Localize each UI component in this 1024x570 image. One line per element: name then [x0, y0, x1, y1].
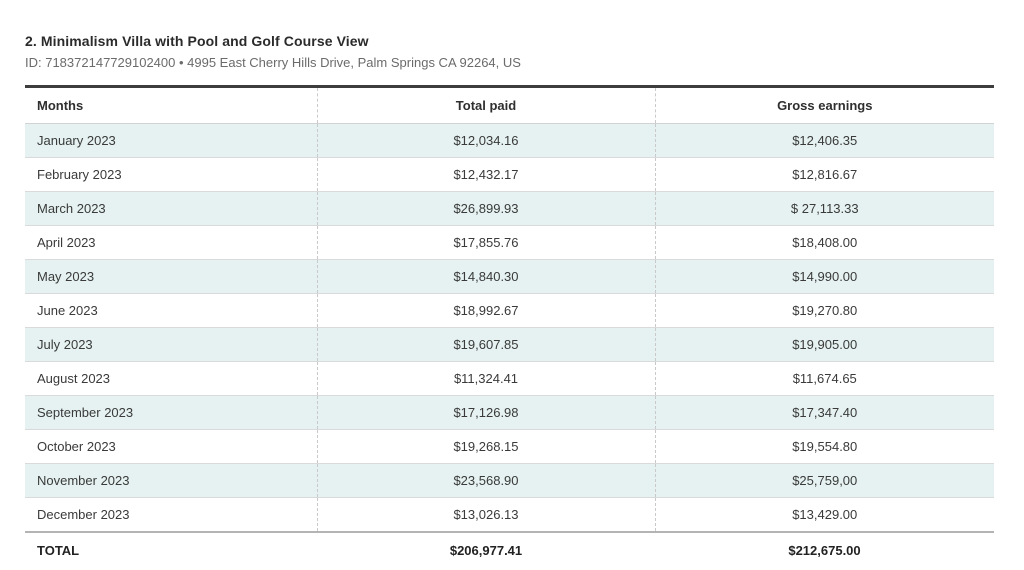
- month-cell: May 2023: [25, 259, 317, 294]
- column-header-total-paid: Total paid: [316, 86, 655, 124]
- total-paid-cell: $18,992.67: [316, 293, 655, 328]
- gross-earnings-cell: $18,408.00: [654, 225, 994, 260]
- table-body: January 2023 $12,034.16 $12,406.35 Febru…: [25, 123, 994, 568]
- total-paid-cell: $17,126.98: [316, 395, 655, 430]
- month-cell: February 2023: [25, 157, 317, 192]
- total-paid-cell: $19,607.85: [316, 327, 655, 362]
- total-paid-cell: $12,432.17: [316, 157, 655, 192]
- total-label: TOTAL: [25, 530, 317, 568]
- column-header-gross-earnings: Gross earnings: [654, 86, 994, 124]
- total-paid-cell: $17,855.76: [316, 225, 655, 260]
- table-header: Months Total paid Gross earnings: [25, 86, 994, 124]
- total-paid-cell: $26,899.93: [316, 191, 655, 226]
- month-cell: October 2023: [25, 429, 317, 464]
- month-cell: June 2023: [25, 293, 317, 328]
- gross-earnings-cell: $17,347.40: [654, 395, 994, 430]
- table-row: March 2023 $26,899.93 $ 27,113.33: [25, 191, 994, 226]
- total-paid-cell: $12,034.16: [316, 123, 655, 158]
- month-cell: November 2023: [25, 463, 317, 498]
- table-row: August 2023 $11,324.41 $11,674.65: [25, 361, 994, 396]
- total-paid-cell: $14,840.30: [316, 259, 655, 294]
- month-cell: April 2023: [25, 225, 317, 260]
- column-header-months: Months: [25, 86, 317, 124]
- table-row: April 2023 $17,855.76 $18,408.00: [25, 225, 994, 260]
- total-paid-cell: $11,324.41: [316, 361, 655, 396]
- gross-earnings-cell: $11,674.65: [654, 361, 994, 396]
- gross-earnings-cell: $13,429.00: [654, 497, 994, 532]
- total-paid-cell: $19,268.15: [316, 429, 655, 464]
- total-paid-cell: $23,568.90: [316, 463, 655, 498]
- header-row: Months Total paid Gross earnings: [25, 86, 994, 124]
- page-title: 2. Minimalism Villa with Pool and Golf C…: [25, 33, 369, 49]
- page-subtitle: ID: 718372147729102400 • 4995 East Cherr…: [25, 55, 521, 70]
- gross-earnings-cell: $25,759,00: [654, 463, 994, 498]
- gross-earnings-sum: $212,675.00: [655, 530, 994, 568]
- gross-earnings-cell: $12,406.35: [654, 123, 994, 158]
- month-cell: December 2023: [25, 497, 317, 532]
- table-row: July 2023 $19,607.85 $19,905.00: [25, 327, 994, 362]
- total-row: TOTAL $206,977.41 $212,675.00: [25, 530, 994, 568]
- table-row: December 2023 $13,026.13 $13,429.00: [25, 497, 994, 532]
- month-cell: September 2023: [25, 395, 317, 430]
- gross-earnings-cell: $19,270.80: [654, 293, 994, 328]
- month-cell: March 2023: [25, 191, 317, 226]
- gross-earnings-cell: $ 27,113.33: [654, 191, 994, 226]
- table-row: September 2023 $17,126.98 $17,347.40: [25, 395, 994, 430]
- table-row: June 2023 $18,992.67 $19,270.80: [25, 293, 994, 328]
- gross-earnings-cell: $19,905.00: [654, 327, 994, 362]
- total-paid-cell: $13,026.13: [316, 497, 655, 532]
- table-row: January 2023 $12,034.16 $12,406.35: [25, 123, 994, 158]
- gross-earnings-cell: $19,554.80: [654, 429, 994, 464]
- month-cell: August 2023: [25, 361, 317, 396]
- table-row: October 2023 $19,268.15 $19,554.80: [25, 429, 994, 464]
- table-row: November 2023 $23,568.90 $25,759,00: [25, 463, 994, 498]
- total-paid-sum: $206,977.41: [317, 530, 655, 568]
- earnings-table: Months Total paid Gross earnings January…: [25, 85, 994, 568]
- gross-earnings-cell: $14,990.00: [654, 259, 994, 294]
- table-row: February 2023 $12,432.17 $12,816.67: [25, 157, 994, 192]
- gross-earnings-cell: $12,816.67: [654, 157, 994, 192]
- month-cell: January 2023: [25, 123, 317, 158]
- month-cell: July 2023: [25, 327, 317, 362]
- table-row: May 2023 $14,840.30 $14,990.00: [25, 259, 994, 294]
